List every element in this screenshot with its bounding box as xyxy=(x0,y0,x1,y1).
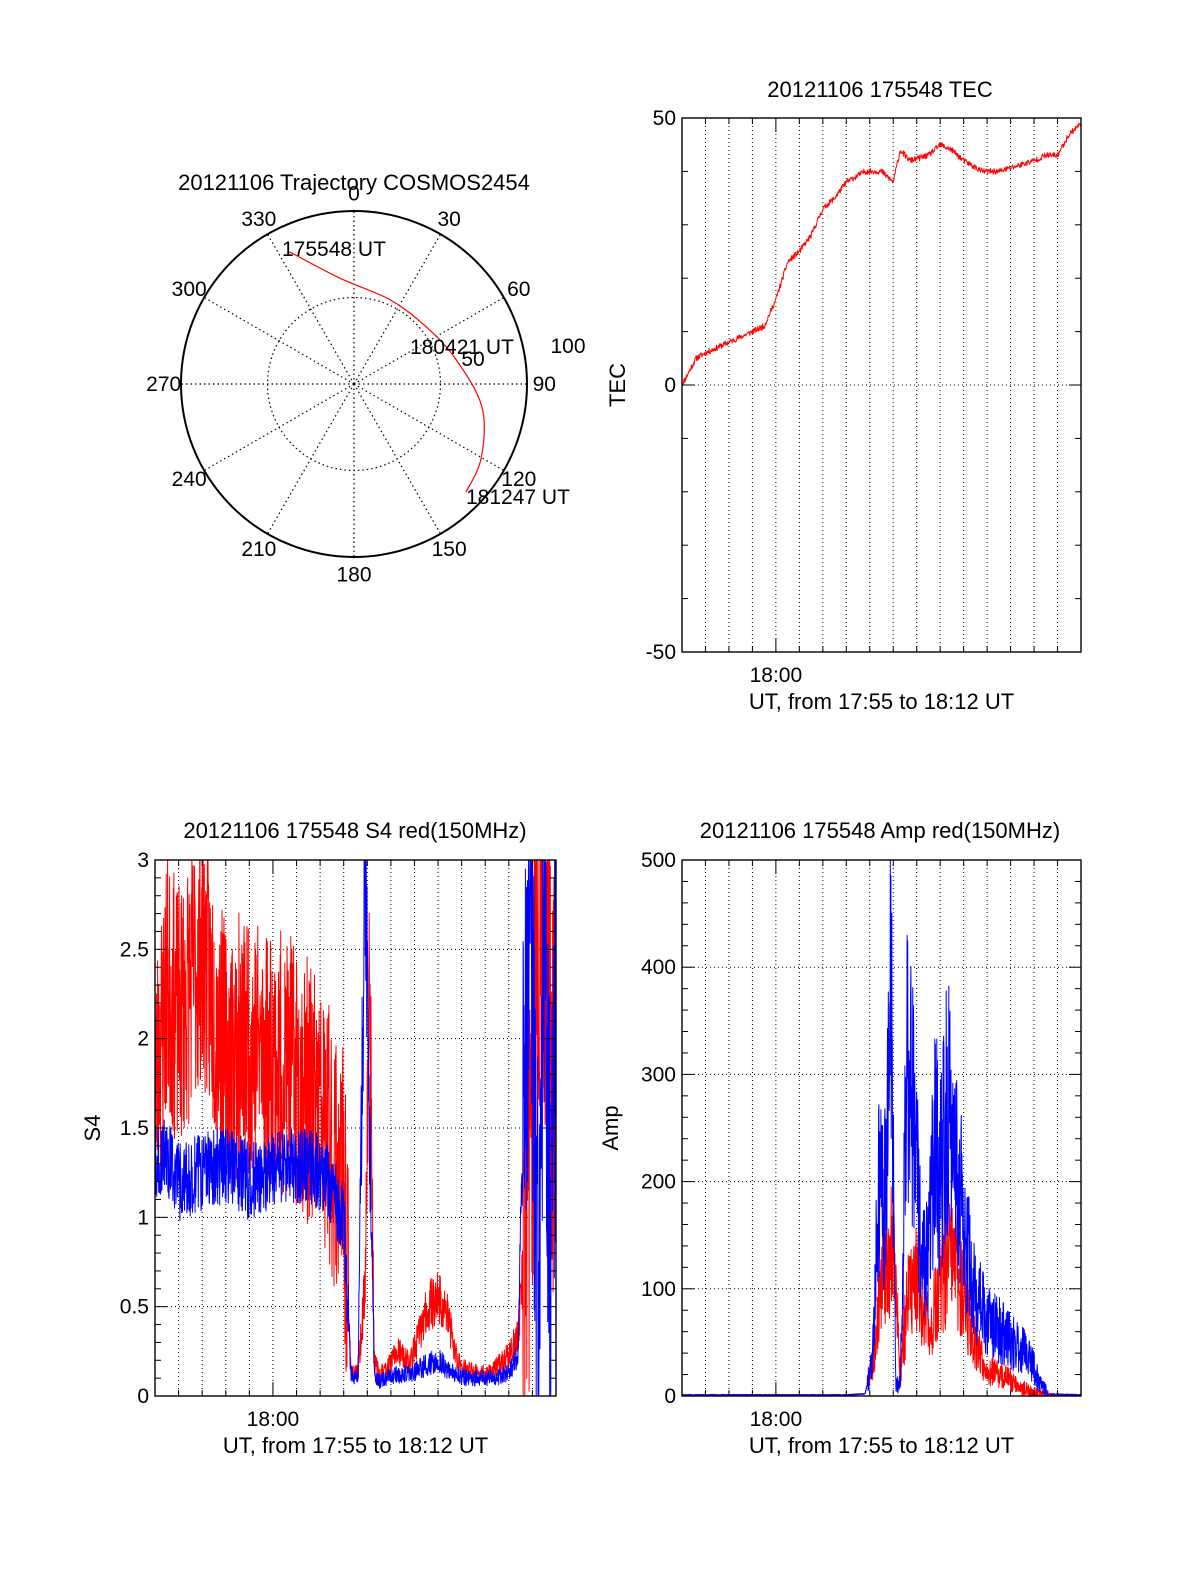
amp-ytick-label: 0 xyxy=(664,1385,676,1408)
s4-ytick-label: 2.5 xyxy=(120,938,149,961)
s4-series xyxy=(154,859,557,1397)
polar-title: 20121106 Trajectory COSMOS2454 xyxy=(178,170,530,195)
polar-trajectory-plot: 20121106 Trajectory COSMOS2454 0 30 60 90 12… xyxy=(146,170,585,586)
tec-ticks xyxy=(682,118,1081,652)
tec-ytick-label: 0 xyxy=(664,374,676,397)
tec-ylabel: TEC xyxy=(605,363,630,407)
tec-series-line xyxy=(681,122,1082,387)
amp-ytick-label: 400 xyxy=(641,956,676,979)
tec-series xyxy=(681,122,1082,387)
amp-frame xyxy=(681,859,1082,1397)
polar-angle-label: 150 xyxy=(432,538,467,561)
s4-ytick-labels: 0 0.5 1 1.5 2 2.5 3 xyxy=(120,849,149,1408)
polar-spoke xyxy=(266,233,355,385)
polar-ring-label: 100 xyxy=(550,335,585,358)
polar-ring-labels: 50 100 xyxy=(461,335,585,371)
trajectory-annotation: 180421 UT xyxy=(410,336,514,359)
tec-xlabel: UT, from 17:55 to 18:12 UT xyxy=(749,689,1014,714)
s4-xlabel: UT, from 17:55 to 18:12 UT xyxy=(223,1433,488,1458)
s4-ytick-label: 0 xyxy=(137,1385,149,1408)
polar-angle-label: 0 xyxy=(348,183,360,206)
trajectory-annotation: 175548 UT xyxy=(282,238,386,261)
trajectory-annotations: 175548 UT 180421 UT 181247 UT xyxy=(282,238,570,509)
amp-plot: 20121106 175548 Amp red(150MHz) 0 100 200 3… xyxy=(598,818,1082,1458)
amp-series xyxy=(681,859,1082,1397)
s4-series-line xyxy=(154,859,557,1397)
polar-angle-label: 240 xyxy=(172,468,207,491)
s4-ytick-label: 2 xyxy=(137,1028,149,1051)
tec-ytick-label: 50 xyxy=(653,107,676,130)
trajectory-track xyxy=(289,251,485,493)
polar-spoke xyxy=(266,383,355,535)
s4-ytick-label: 0.5 xyxy=(120,1296,149,1319)
tec-ytick-labels: -50 0 50 xyxy=(646,107,676,664)
trajectory-line xyxy=(289,251,485,493)
tec-plot: 20121106 175548 TEC -50 0 50 18:00 UT, fro… xyxy=(605,77,1082,714)
polar-outer-circle xyxy=(180,210,528,558)
polar-spoke xyxy=(353,383,505,472)
polar-angle-labels: 0 30 60 90 120 150 180 210 240 270 300 330 xyxy=(146,183,556,587)
s4-title: 20121106 175548 S4 red(150MHz) xyxy=(183,818,526,843)
tec-xtick-label: 18:00 xyxy=(750,664,803,687)
polar-angle-label: 120 xyxy=(501,468,536,491)
s4-ytick-label: 1 xyxy=(137,1206,149,1229)
tec-grid xyxy=(682,118,1081,652)
polar-spoke xyxy=(203,383,355,472)
polar-spoke xyxy=(353,383,442,535)
amp-ytick-label: 300 xyxy=(641,1063,676,1086)
amp-title: 20121106 175548 Amp red(150MHz) xyxy=(700,818,1060,843)
polar-spoke xyxy=(353,233,442,385)
s4-plot: 20121106 175548 S4 red(150MHz) 0 0.5 1 1.5 2… xyxy=(80,818,557,1458)
s4-ytick-label: 3 xyxy=(137,849,149,872)
amp-ytick-label: 500 xyxy=(641,849,676,872)
tec-ytick-label: -50 xyxy=(646,641,676,664)
polar-angle-label: 60 xyxy=(507,278,530,301)
amp-ytick-label: 100 xyxy=(641,1278,676,1301)
tec-title: 20121106 175548 TEC xyxy=(767,77,993,102)
polar-ring-label: 50 xyxy=(461,348,484,371)
trajectory-annotation: 181247 UT xyxy=(466,486,570,509)
polar-spoke xyxy=(203,296,355,385)
amp-xlabel: UT, from 17:55 to 18:12 UT xyxy=(749,1433,1014,1458)
polar-angle-label: 90 xyxy=(533,373,556,396)
polar-angle-label: 180 xyxy=(336,563,371,586)
amp-ytick-label: 200 xyxy=(641,1171,676,1194)
s4-xtick-label: 18:00 xyxy=(247,1408,300,1431)
polar-angle-label: 270 xyxy=(146,373,181,396)
polar-angle-label: 30 xyxy=(437,208,460,231)
polar-angle-label: 210 xyxy=(241,538,276,561)
polar-angle-label: 330 xyxy=(241,208,276,231)
polar-angle-label: 300 xyxy=(172,278,207,301)
s4-ytick-label: 1.5 xyxy=(120,1117,149,1140)
s4-ylabel: S4 xyxy=(80,1115,105,1142)
amp-ytick-labels: 0 100 200 300 400 500 xyxy=(641,849,676,1408)
polar-spoke xyxy=(353,296,505,385)
s4-ticks xyxy=(155,860,556,1396)
polar-grid xyxy=(180,210,528,558)
amp-ylabel: Amp xyxy=(598,1105,623,1150)
amp-series-line xyxy=(681,859,1082,1397)
amp-xtick-label: 18:00 xyxy=(750,1408,803,1431)
amp-ticks xyxy=(682,860,1081,1396)
